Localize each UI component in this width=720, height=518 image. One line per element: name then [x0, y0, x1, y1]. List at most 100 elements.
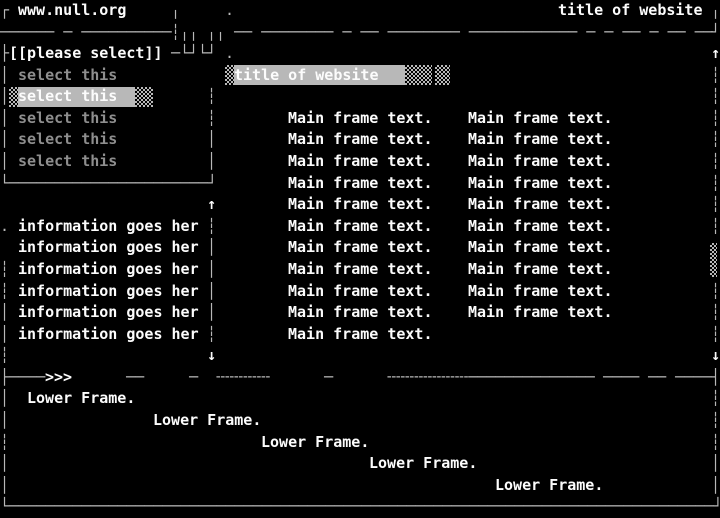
frame-border-glyph: ┆	[711, 411, 720, 430]
sidebar-scroll-down-indicator: ↓	[207, 346, 217, 365]
main-frame-text: Main frame text.	[288, 195, 433, 214]
frame-border-glyph: ┆	[0, 432, 10, 451]
frame-border-glyph: │	[0, 65, 10, 84]
menu-option-1[interactable]: select this	[18, 65, 118, 84]
frame-border-glyph: ╷╷	[207, 22, 226, 41]
selected-option-edge-right	[135, 87, 153, 107]
banner-edge-left	[225, 65, 234, 85]
frame-border-glyph: ────	[675, 367, 712, 386]
sidebar-item-5: information goes her	[18, 303, 199, 322]
sidebar-item-2: information goes her	[18, 238, 199, 257]
frame-border-glyph: │	[0, 152, 10, 171]
frame-border-glyph: ──	[648, 367, 667, 386]
menu-option-3[interactable]: select this	[18, 108, 118, 127]
frame-border-glyph: │	[0, 324, 10, 343]
active-frame-marker: >>>	[45, 367, 73, 386]
sidebar-item-4: information goes her	[18, 281, 199, 300]
main-frame-text: Main frame text.	[288, 303, 433, 322]
selected-option-edge-left	[9, 87, 18, 107]
frame-border-glyph: ────── ─ ──────────	[0, 22, 172, 41]
frame-border-glyph: ┆	[171, 22, 181, 41]
frame-border-glyph: │	[711, 475, 720, 494]
frame-border-glyph: ┆	[711, 130, 720, 149]
page-title: title of website	[558, 1, 703, 19]
lower-frame-text-3: Lower Frame.	[261, 432, 370, 451]
frame-border-glyph: ╌╌╌╌╌╌╌╌╌──────────────	[387, 367, 595, 386]
frame-border-glyph: ┆	[711, 108, 720, 127]
frame-border-glyph: ─	[171, 44, 181, 63]
frame-border-glyph: │	[207, 281, 217, 300]
sidebar-scroll-up-indicator: ↑	[207, 195, 217, 214]
frame-border-glyph: │	[0, 475, 10, 494]
frame-border-glyph: │	[0, 389, 10, 408]
frame-border-glyph: ────	[603, 367, 640, 386]
frame-border-glyph: ┆	[711, 389, 720, 408]
frame-border-glyph: │	[207, 259, 217, 278]
main-frame-text: Main frame text.	[468, 152, 613, 171]
frame-border-glyph: ├	[0, 44, 10, 63]
frame-border-glyph: ┆	[711, 303, 720, 322]
banner-title[interactable]: title of website	[234, 65, 379, 84]
main-frame-text: Main frame text.	[468, 173, 613, 192]
frame-border-glyph: ╷	[711, 1, 720, 19]
main-frame-text: Main frame text.	[468, 238, 613, 257]
url-text: www.null.org	[18, 1, 127, 19]
sidebar-item-6: information goes her	[18, 324, 199, 343]
frame-border-glyph: │	[207, 303, 217, 322]
frame-border-glyph: ┤	[711, 367, 720, 386]
selected-option-bg[interactable]	[18, 87, 135, 107]
menu-option-4[interactable]: select this	[18, 130, 118, 149]
frame-border-glyph: ┆	[711, 65, 720, 84]
frame-border-glyph: .	[225, 44, 235, 63]
frame-border-glyph: │	[0, 454, 10, 473]
main-frame-text: Main frame text.	[288, 281, 433, 300]
frame-border-glyph: .	[225, 1, 235, 19]
banner-highlight-bg[interactable]	[234, 65, 405, 85]
frame-border-glyph: ├────	[0, 367, 46, 386]
frame-border-glyph: ┆	[0, 281, 10, 300]
banner-edge-right	[405, 65, 432, 85]
frame-border-glyph: .	[0, 216, 10, 235]
main-frame-text: Main frame text.	[468, 216, 613, 235]
frame-border-glyph: ┆	[711, 432, 720, 451]
frame-border-glyph: │	[207, 238, 217, 257]
frame-border-glyph: ──	[126, 367, 145, 386]
menu-option-2-selected[interactable]: select this	[18, 87, 118, 106]
frame-border-glyph: ┆	[711, 195, 720, 214]
menu-option-5[interactable]: select this	[18, 152, 118, 171]
frame-border-glyph: ┆	[207, 87, 217, 106]
frame-border-glyph: ┌	[0, 1, 10, 19]
sidebar-item-1: information goes her	[18, 216, 199, 235]
main-frame-text: Main frame text.	[468, 303, 613, 322]
frame-border-glyph: │	[711, 454, 720, 473]
frame-border-glyph: ┆	[207, 108, 217, 127]
image-placeholder-block	[435, 65, 450, 85]
frame-border-glyph: ┘	[711, 22, 720, 41]
frame-border-glyph: │	[0, 130, 10, 149]
frame-border-glyph: ┆	[711, 281, 720, 300]
frame-border-glyph: ┆	[711, 152, 720, 171]
frame-border-glyph: ┆	[711, 87, 720, 106]
main-scroll-up-indicator: ↑	[711, 44, 720, 63]
lower-frame-text-1: Lower Frame.	[27, 389, 136, 408]
main-frame-text: Main frame text.	[468, 281, 613, 300]
frame-border-glyph: ── ──────── ─ ── ──────── ──────────── ─…	[234, 22, 713, 41]
main-frame-text: Main frame text.	[288, 130, 433, 149]
lower-frame-text-2: Lower Frame.	[153, 411, 262, 430]
frame-border-glyph: ╷	[171, 1, 181, 19]
frame-border-glyph: ╌╌╌╌╌╌	[216, 367, 271, 386]
main-frame-text: Main frame text.	[468, 108, 613, 127]
main-frame-text: Main frame text.	[288, 152, 433, 171]
main-frame-text: Main frame text.	[288, 238, 433, 257]
lower-frame-text-5: Lower Frame.	[495, 475, 604, 494]
frame-border-glyph: └┘└┘	[180, 44, 217, 63]
frame-border-glyph: ┆	[207, 324, 217, 343]
main-frame-text: Main frame text.	[288, 173, 433, 192]
frame-border-glyph: │	[0, 87, 10, 106]
main-frame-text: Main frame text.	[288, 216, 433, 235]
main-frame-text: Main frame text.	[288, 324, 433, 343]
frame-border-glyph: │	[0, 303, 10, 322]
select-widget[interactable]: [[please select]]	[9, 44, 163, 63]
frame-border-glyph: └───────────────────────────────────────…	[0, 497, 720, 516]
